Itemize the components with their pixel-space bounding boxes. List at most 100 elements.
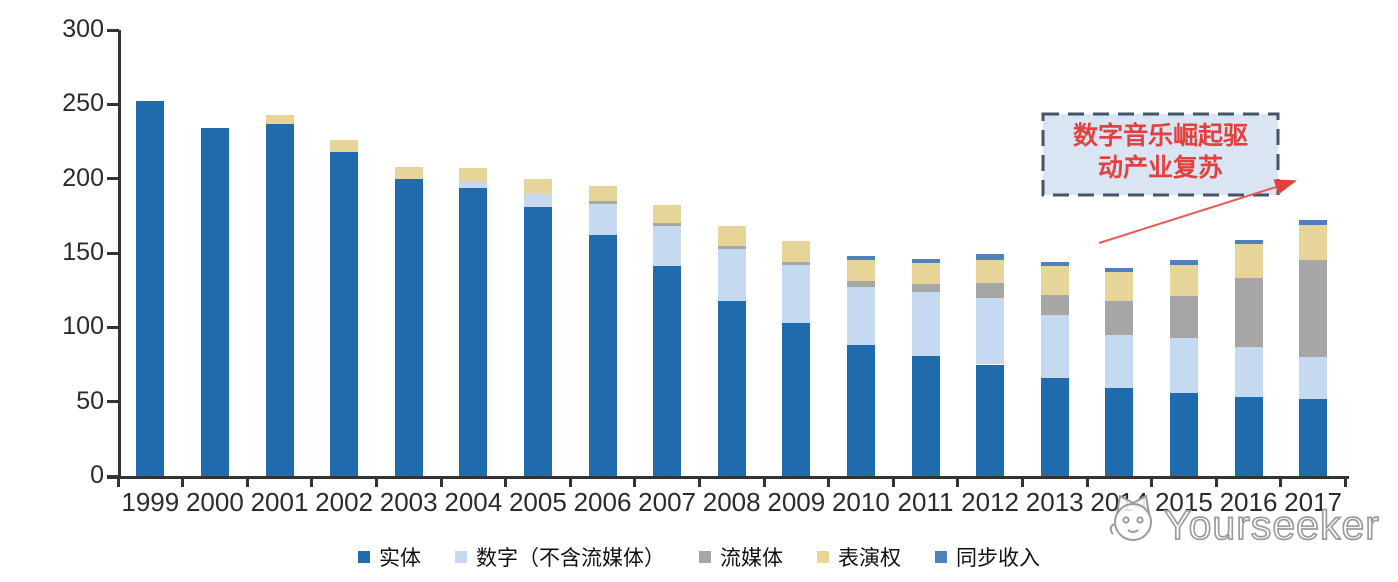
bar-segment-2008 xyxy=(717,245,746,249)
x-axis-tick xyxy=(697,476,701,487)
x-axis-tick xyxy=(439,476,443,487)
y-axis-tick-label: 0 xyxy=(90,460,104,489)
bar-segment-2013 xyxy=(1040,261,1069,267)
x-axis-label-2004: 2004 xyxy=(444,487,503,517)
x-axis-tick xyxy=(956,476,960,487)
x-axis-label-1999: 1999 xyxy=(121,487,180,517)
bar-segment-2014 xyxy=(1105,388,1134,476)
watermark: Yourseeker xyxy=(1100,490,1390,561)
bar-segment-2007 xyxy=(653,266,682,476)
bar-segment-2013 xyxy=(1040,294,1069,316)
bar-segment-2002 xyxy=(330,140,359,152)
bar-segment-2009 xyxy=(782,264,811,323)
legend-item: 实体 xyxy=(358,542,421,572)
bar-segment-2017 xyxy=(1299,260,1328,358)
bar-segment-2007 xyxy=(653,226,682,267)
x-axis-label-2011: 2011 xyxy=(897,487,954,517)
bar-segment-1999 xyxy=(136,101,165,476)
bar-segment-2017 xyxy=(1299,357,1328,399)
x-axis-tick xyxy=(181,476,185,487)
x-axis-tick xyxy=(504,476,508,487)
bar-segment-2006 xyxy=(588,235,617,476)
x-axis-tick xyxy=(1020,476,1024,487)
bar-segment-2017 xyxy=(1299,398,1328,476)
y-axis-tick xyxy=(107,251,119,255)
bar-segment-2011 xyxy=(911,263,940,285)
x-axis-tick xyxy=(762,476,766,487)
watermark-graphic: Yourseeker xyxy=(1109,494,1380,549)
x-axis-tick xyxy=(568,476,572,487)
bar-segment-2015 xyxy=(1169,392,1198,476)
x-axis-label-2013: 2013 xyxy=(1025,487,1084,517)
x-axis-label-2005: 2005 xyxy=(508,487,567,517)
legend-swatch-icon xyxy=(358,551,370,563)
bar-segment-2006 xyxy=(588,203,617,236)
x-axis-label-2003: 2003 xyxy=(379,487,438,517)
bar-segment-2007 xyxy=(653,223,682,227)
legend-swatch-icon xyxy=(455,551,467,563)
annotation-line-1: 数字音乐崛起驱 xyxy=(1072,123,1248,150)
bar-segment-2003 xyxy=(394,166,423,179)
bar-segment-2016 xyxy=(1234,346,1263,398)
bar-segment-2013 xyxy=(1040,315,1069,378)
y-axis-tick-label: 250 xyxy=(62,89,104,118)
bar-segment-2009 xyxy=(782,241,811,262)
bar-segment-2011 xyxy=(911,258,940,264)
x-axis-tick xyxy=(1343,476,1347,487)
legend-item: 同步收入 xyxy=(935,542,1040,572)
bar-segment-2015 xyxy=(1169,264,1198,297)
x-axis-label-2015: 2015 xyxy=(1154,487,1213,517)
bar-segment-2015 xyxy=(1169,260,1198,265)
bar-segment-2001 xyxy=(265,123,294,476)
bar-segment-2010 xyxy=(846,255,875,261)
x-axis-tick xyxy=(116,476,120,487)
legend-label: 数字（不含流媒体） xyxy=(476,546,665,570)
legend-swatch-icon xyxy=(699,551,711,563)
bar-segment-2014 xyxy=(1105,267,1134,273)
bar-segment-2016 xyxy=(1234,244,1263,279)
x-axis-tick xyxy=(374,476,378,487)
y-axis-tick xyxy=(107,400,119,404)
x-axis-tick xyxy=(1150,476,1154,487)
legend-label: 实体 xyxy=(379,546,421,570)
bar-segment-2008 xyxy=(717,300,746,476)
x-axis-label-2007: 2007 xyxy=(638,487,697,517)
legend-item: 表演权 xyxy=(817,542,901,572)
x-axis-label-2009: 2009 xyxy=(767,487,826,517)
bar-segment-2006 xyxy=(588,200,617,204)
bar-segment-2016 xyxy=(1234,239,1263,245)
bar-segment-2005 xyxy=(523,193,552,207)
x-axis-label-2016: 2016 xyxy=(1219,487,1278,517)
y-axis-tick-label: 50 xyxy=(76,386,104,415)
y-axis-tick xyxy=(107,102,119,106)
bar-segment-2011 xyxy=(911,284,940,292)
bar-segment-2011 xyxy=(911,355,940,476)
legend-swatch-icon xyxy=(817,551,829,563)
bar-segment-2012 xyxy=(976,297,1005,365)
bar-segment-2000 xyxy=(200,128,229,476)
bar-segment-2005 xyxy=(523,206,552,476)
y-axis-tick xyxy=(107,474,119,478)
bar-segment-2012 xyxy=(976,260,1005,283)
bar-segment-2014 xyxy=(1105,334,1134,389)
legend-label: 表演权 xyxy=(838,546,901,570)
bar-segment-2006 xyxy=(588,186,617,201)
bar-segment-2013 xyxy=(1040,266,1069,295)
x-axis-tick xyxy=(827,476,831,487)
x-axis-tick xyxy=(633,476,637,487)
x-axis-label-2010: 2010 xyxy=(831,487,890,517)
bar-segment-2010 xyxy=(846,281,875,288)
bar-segment-2007 xyxy=(653,205,682,224)
bar-segment-2004 xyxy=(459,181,488,188)
bar-segment-2009 xyxy=(782,261,811,265)
x-axis-label-2002: 2002 xyxy=(315,487,374,517)
y-axis-tick xyxy=(107,177,119,181)
y-axis-tick xyxy=(107,28,119,32)
bar-segment-2012 xyxy=(976,254,1005,261)
bar-segment-2010 xyxy=(846,345,875,476)
bar-segment-2012 xyxy=(976,364,1005,476)
bar-segment-2012 xyxy=(976,282,1005,298)
bar-segment-2017 xyxy=(1299,220,1328,225)
bar-segment-2010 xyxy=(846,260,875,282)
